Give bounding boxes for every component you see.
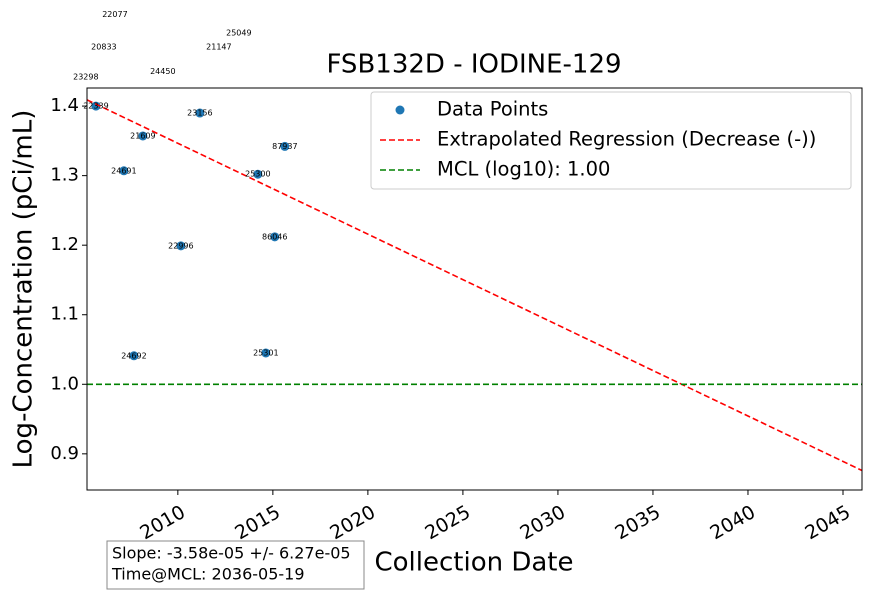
data-point xyxy=(195,108,205,118)
x-tick-label: 2015 xyxy=(231,501,284,544)
stats-text: Slope: -3.58e-05 +/- 6.27e-05 xyxy=(112,544,351,563)
point-label: 22339 xyxy=(83,102,108,111)
chart-title: FSB132D - IODINE-129 xyxy=(326,50,621,80)
legend-marker xyxy=(395,105,405,115)
y-tick-label: 1.4 xyxy=(50,95,79,116)
data-point xyxy=(280,141,290,151)
data-point xyxy=(91,101,101,111)
data-point xyxy=(176,241,186,251)
annotation: 21147 xyxy=(206,42,231,51)
stats-text: Time@MCL: 2036-05-19 xyxy=(111,565,305,584)
point-label: 24692 xyxy=(121,351,146,360)
point-label: 86046 xyxy=(262,232,287,241)
annotation: 24450 xyxy=(150,67,175,76)
annotation: 23298 xyxy=(73,72,98,81)
legend-box xyxy=(370,91,852,190)
legend-label: MCL (log10): 1.00 xyxy=(437,158,610,181)
point-label: 23156 xyxy=(187,109,212,118)
annotation: 20833 xyxy=(91,42,116,51)
x-tick-label: 2035 xyxy=(611,501,664,544)
annotation: 25049 xyxy=(226,29,251,38)
point-label: 21609 xyxy=(130,131,155,140)
x-tick-label: 2045 xyxy=(801,501,854,544)
point-label: 24691 xyxy=(111,166,136,175)
y-tick-label: 1.3 xyxy=(50,165,79,186)
y-tick-label: 1.2 xyxy=(50,234,79,255)
point-label: 22996 xyxy=(168,241,193,250)
x-tick-label: 2040 xyxy=(706,501,759,544)
x-tick-label: 2010 xyxy=(136,501,189,544)
data-point xyxy=(119,166,129,176)
plot-area xyxy=(87,99,862,472)
y-tick-label: 1.1 xyxy=(50,304,79,325)
annotation: 22077 xyxy=(102,10,127,19)
data-point xyxy=(261,348,271,358)
series-line xyxy=(87,99,862,472)
point-label: 25301 xyxy=(253,348,278,357)
plot-frame xyxy=(86,87,863,491)
y-tick-label: 0.9 xyxy=(50,443,79,464)
data-point xyxy=(138,131,148,141)
x-axis-label: Collection Date xyxy=(374,548,573,578)
x-tick-label: 2025 xyxy=(421,501,474,544)
x-tick-label: 2020 xyxy=(326,501,379,544)
y-tick-label: 1.0 xyxy=(50,373,79,394)
y-axis-label: Log-Concentration (pCi/mL) xyxy=(9,110,39,469)
data-point xyxy=(253,169,263,179)
data-point xyxy=(270,232,280,242)
x-tick-label: 2030 xyxy=(516,501,569,544)
legend-label: Extrapolated Regression (Decrease (-)) xyxy=(437,128,816,151)
point-label: 25300 xyxy=(245,170,270,179)
point-label: 87937 xyxy=(272,142,297,151)
stats-box xyxy=(106,540,365,590)
legend-label: Data Points xyxy=(437,98,548,121)
data-point xyxy=(129,351,139,361)
